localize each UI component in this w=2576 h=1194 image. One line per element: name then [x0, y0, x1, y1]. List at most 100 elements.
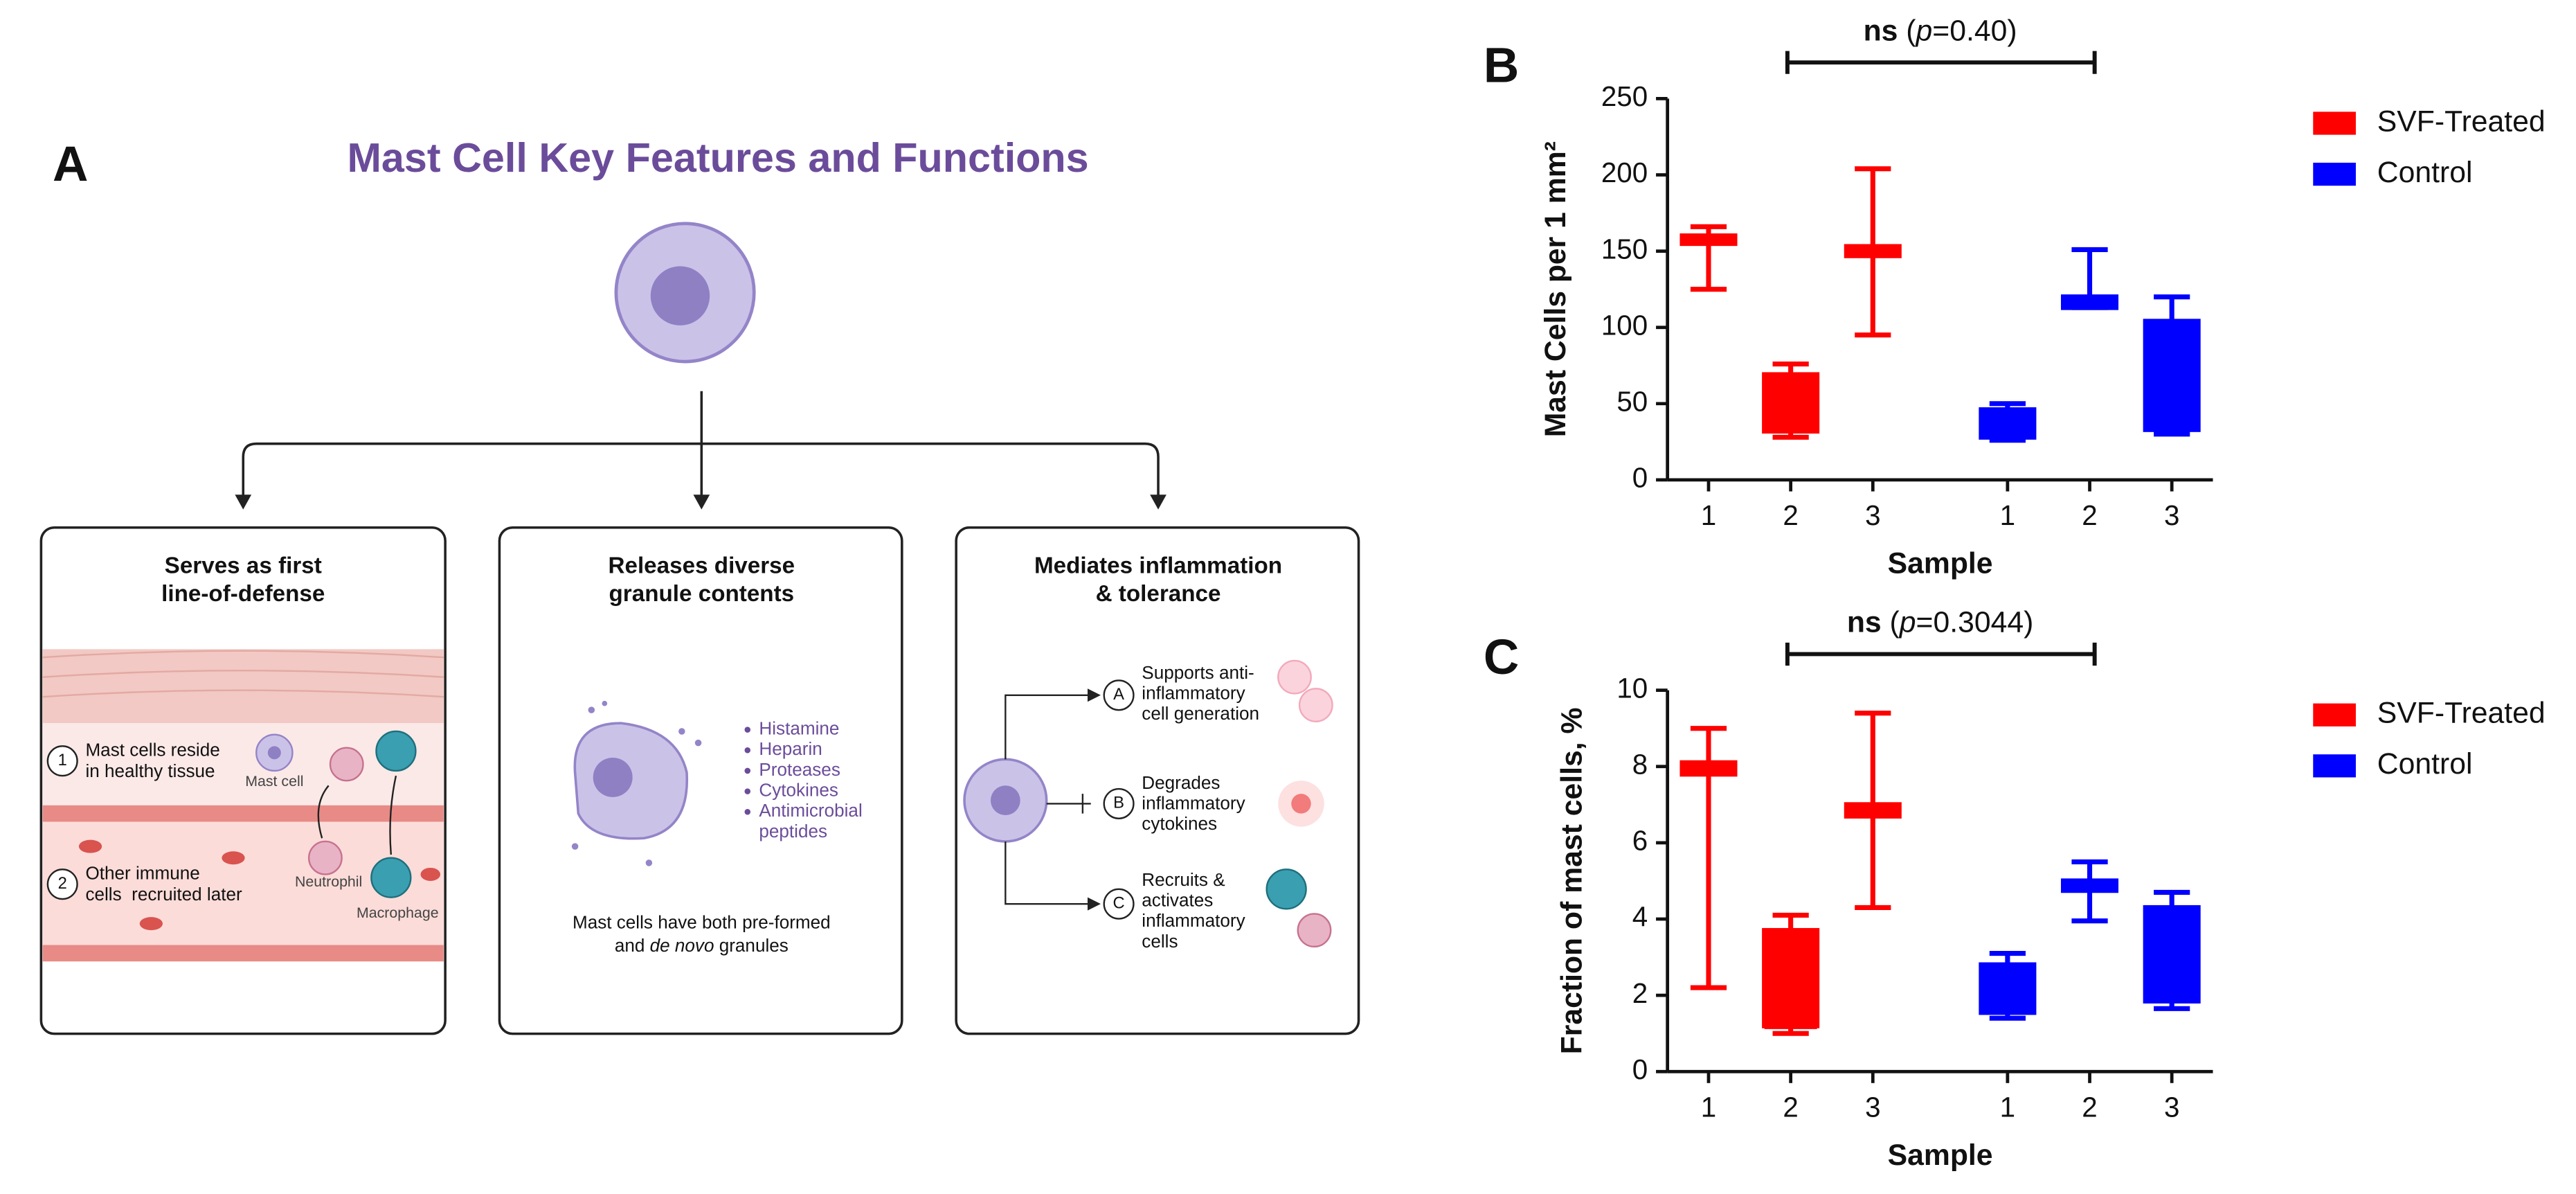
granule-content: Proteases [759, 759, 840, 780]
x-tick-label: 1 [1701, 499, 1716, 531]
panel-label: A [53, 137, 88, 192]
significance-bracket [1785, 642, 2097, 666]
item-text: cells [1142, 931, 1178, 952]
y-tick-label: 50 [1616, 385, 1648, 417]
y-tick-label: 150 [1601, 233, 1648, 265]
tissue-illustration [42, 649, 444, 962]
caption-part: de novo [650, 935, 714, 956]
y-tick-label: 0 [1632, 1053, 1648, 1085]
diagram-title: Mast Cell Key Features and Functions [347, 134, 1088, 181]
significance-label: ns (p=0.3044) [1847, 606, 2033, 639]
x-tick-label: 3 [1865, 1091, 1880, 1123]
significance-part: ( [1882, 606, 1900, 639]
y-tick-label: 6 [1632, 825, 1648, 857]
x-tick-label: 2 [2082, 1091, 2097, 1123]
caption-part: and [615, 935, 650, 956]
y-axis-label: Mast Cells per 1 mm² [1539, 141, 1572, 437]
caption: Mast cells have both pre-formed [573, 912, 831, 933]
box [2143, 319, 2201, 432]
significance-part: p [1898, 606, 1916, 639]
legend-label: Control [2377, 747, 2473, 781]
box [2143, 905, 2201, 1004]
letter: C [1113, 894, 1125, 912]
x-tick-label: 2 [1783, 499, 1798, 531]
box [1762, 372, 1820, 434]
panel-title: & tolerance [1096, 581, 1221, 607]
y-tick-label: 200 [1601, 157, 1648, 188]
x-tick-label: 1 [2000, 499, 2015, 531]
x-tick-label: 1 [2000, 1091, 2015, 1123]
legend-label: SVF-Treated [2377, 697, 2546, 730]
x-tick-label: 2 [2082, 499, 2097, 531]
granule-content: Histamine [759, 718, 839, 739]
item-text: Degrades [1142, 772, 1220, 793]
x-tick-label: 1 [1701, 1091, 1716, 1123]
step-text: cells recruited later [85, 884, 242, 905]
granule-content: Antimicrobial [759, 800, 862, 821]
item-text: inflammatory [1142, 792, 1245, 813]
cell-label: Macrophage [357, 905, 439, 921]
y-axis-label: Fraction of mast cells, % [1556, 708, 1589, 1055]
significance-part: =0.3044) [1916, 606, 2034, 639]
item-text: Supports anti- [1142, 662, 1254, 683]
step-number: 1 [58, 751, 67, 769]
box [1979, 962, 2037, 1015]
significance-part: ( [1898, 15, 1916, 48]
y-tick-label: 10 [1616, 672, 1648, 704]
item-text: cytokines [1142, 813, 1217, 834]
caption-part: granules [714, 935, 788, 956]
x-tick-label: 2 [1783, 1091, 1798, 1123]
significance-part: ns [1847, 606, 1882, 639]
caption: and de novo granules [615, 935, 789, 956]
y-tick-label: 8 [1632, 748, 1648, 780]
bullet [744, 727, 751, 733]
cell-label: Mast cell [245, 773, 303, 790]
panel-title: Serves as first [165, 553, 322, 578]
legend-swatch [2313, 754, 2356, 778]
item-text: activates [1142, 889, 1213, 910]
significance-label: ns (p=0.40) [1864, 15, 2017, 48]
item-text: inflammatory [1142, 910, 1245, 931]
mast-cell-icon [614, 222, 756, 364]
significance-part: =0.40) [1932, 15, 2017, 48]
panel-label: B [1484, 38, 1519, 93]
box [1762, 927, 1820, 1028]
inflammation-illustration [963, 659, 1333, 948]
x-axis-label: Sample [1888, 547, 1993, 580]
y-tick-label: 250 [1601, 80, 1648, 112]
panel-title: line-of-defense [161, 581, 325, 607]
x-tick-label: 3 [2164, 1091, 2179, 1123]
bullet [744, 788, 751, 794]
panel-label: C [1484, 630, 1519, 685]
cell-label: Neutrophil [295, 873, 362, 890]
panel-title: granule contents [609, 581, 795, 607]
step-circle [46, 868, 78, 900]
step-text: Other immune [85, 862, 199, 883]
letter-circle [1103, 679, 1135, 711]
step-text: in healthy tissue [85, 760, 215, 781]
step-circle [46, 745, 78, 777]
x-axis-label: Sample [1888, 1139, 1993, 1172]
item-text: inflammatory [1142, 682, 1245, 703]
y-tick-label: 100 [1601, 309, 1648, 341]
legend-swatch [2313, 112, 2356, 135]
letter: A [1113, 686, 1124, 704]
significance-part: ns [1864, 15, 1898, 48]
x-tick-label: 3 [2164, 499, 2179, 531]
legend-swatch [2313, 162, 2356, 186]
bullet [744, 747, 751, 754]
legend-label: SVF-Treated [2377, 105, 2546, 138]
granule-content: Cytokines [759, 780, 838, 801]
legend-swatch [2313, 703, 2356, 727]
granule-content: Heparin [759, 738, 822, 759]
legend-label: Control [2377, 156, 2473, 189]
panel-title: Mediates inflammation [1034, 553, 1282, 578]
item-text: cell generation [1142, 703, 1259, 724]
item-text: Recruits & [1142, 869, 1225, 890]
panel-title: Releases diverse [609, 553, 795, 578]
letter-circle [1103, 787, 1135, 819]
step-number: 2 [58, 875, 67, 893]
y-tick-label: 2 [1632, 977, 1648, 1009]
step-text: Mast cells reside [85, 739, 219, 760]
